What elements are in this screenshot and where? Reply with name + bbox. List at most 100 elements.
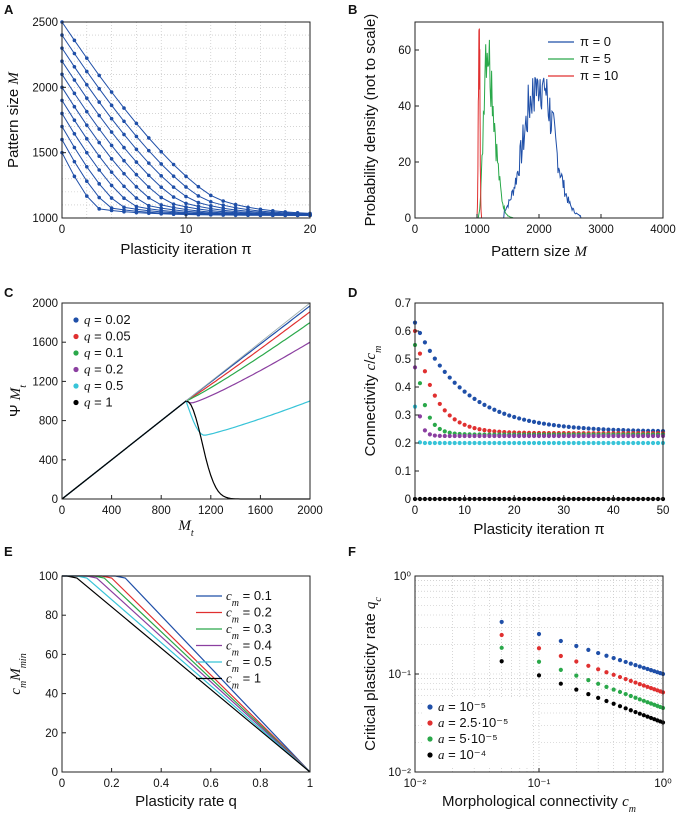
data-point (502, 440, 507, 446)
data-point (72, 91, 77, 96)
data-point (645, 684, 650, 689)
data-point (611, 655, 616, 661)
data-point (417, 381, 423, 386)
data-point (477, 433, 482, 439)
data-point (72, 145, 77, 150)
map-curve (61, 341, 311, 500)
data-point (432, 433, 437, 438)
x-tick-label: 0 (59, 224, 65, 236)
x-tick-label: 10⁻¹ (528, 778, 551, 790)
legend-marker (73, 383, 79, 389)
data-point (621, 433, 626, 439)
data-point (109, 208, 114, 213)
data-point (641, 683, 646, 688)
legend-label: cm = 0.4 (226, 638, 272, 659)
data-point (517, 440, 522, 446)
data-point (109, 103, 114, 108)
data-point (85, 109, 89, 114)
data-point (571, 440, 576, 446)
data-point (437, 440, 442, 446)
data-point (171, 195, 176, 199)
data-point (526, 418, 532, 423)
data-point (159, 174, 163, 178)
panel-label-f: F (348, 544, 356, 559)
data-point (541, 421, 547, 426)
data-point (541, 440, 547, 446)
data-point (641, 713, 646, 718)
data-point (427, 348, 432, 354)
data-point (507, 413, 512, 418)
panel-label-c: C (4, 285, 14, 300)
data-point (611, 427, 616, 432)
data-point (427, 440, 432, 446)
data-point (487, 405, 492, 410)
data-point (616, 440, 621, 446)
data-point (422, 428, 428, 433)
data-point (97, 195, 101, 200)
data-point (159, 149, 163, 154)
data-point (283, 213, 288, 218)
data-point (109, 143, 114, 148)
data-point (637, 664, 642, 669)
data-point (447, 375, 452, 380)
y-tick-label: 0.5 (395, 354, 411, 366)
data-point (571, 433, 576, 439)
data-point (556, 423, 561, 428)
panel-label-e: E (4, 544, 13, 559)
x-tick-label: 0.2 (104, 778, 120, 790)
plot-frame (61, 302, 311, 500)
data-point (648, 715, 654, 721)
data-point (97, 207, 101, 211)
data-point (576, 440, 581, 446)
legend-label: q = 0.1 (84, 345, 123, 360)
data-point (457, 420, 462, 425)
x-axis-label: Plasticity iteration π (120, 241, 251, 258)
data-point (650, 433, 656, 439)
data-point (616, 433, 621, 439)
data-point (221, 203, 225, 207)
data-point (432, 440, 437, 446)
data-point (581, 440, 586, 446)
data-point (616, 427, 621, 433)
plot-frame (61, 575, 311, 773)
data-point (72, 104, 77, 109)
data-point (606, 427, 611, 432)
x-tick-label: 1600 (248, 505, 274, 517)
y-tick-label: 20 (398, 157, 411, 169)
data-point (122, 205, 126, 210)
data-point (97, 168, 101, 172)
data-point (72, 159, 77, 164)
data-point (558, 653, 563, 659)
data-point (648, 685, 654, 691)
data-point (85, 179, 89, 184)
data-point (648, 668, 654, 673)
data-point (606, 440, 611, 446)
panel-f-chart: 10⁻²10⁻² 10⁻¹ 10⁻¹ 10⁰ 10⁰ a = 10⁻⁵a = 2.5·10… (362, 571, 672, 815)
data-point (566, 424, 571, 429)
data-point (72, 78, 77, 82)
y-axis-label: Critical plasticity rate qc (362, 597, 384, 751)
data-point (596, 695, 601, 700)
y-axis-label: cmMmin (8, 653, 29, 694)
series-line (62, 575, 311, 773)
map-curve (61, 400, 310, 500)
data-point (417, 440, 423, 445)
data-point (472, 433, 477, 439)
legend-label: π = 10 (580, 68, 618, 83)
data-point (467, 440, 472, 446)
data-point (531, 433, 537, 439)
data-point (596, 667, 601, 672)
series-line (62, 575, 311, 773)
x-tick-label: 0.4 (153, 778, 170, 790)
data-point (442, 369, 447, 374)
data-point (72, 51, 77, 56)
data-point (558, 667, 563, 672)
data-point (85, 96, 89, 100)
data-point (147, 203, 151, 208)
data-point (427, 382, 432, 388)
legend-marker (73, 399, 79, 406)
data-point (467, 393, 472, 398)
data-point (586, 426, 591, 431)
data-point (422, 440, 428, 446)
data-point (134, 134, 139, 139)
